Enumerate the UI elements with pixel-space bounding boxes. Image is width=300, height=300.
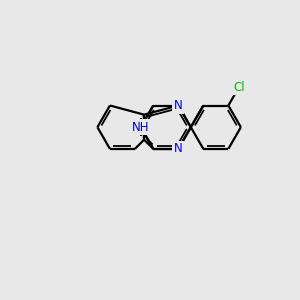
Text: NH: NH [132,121,149,134]
Text: N: N [174,99,183,112]
Text: N: N [174,142,183,155]
Text: Cl: Cl [233,81,245,94]
